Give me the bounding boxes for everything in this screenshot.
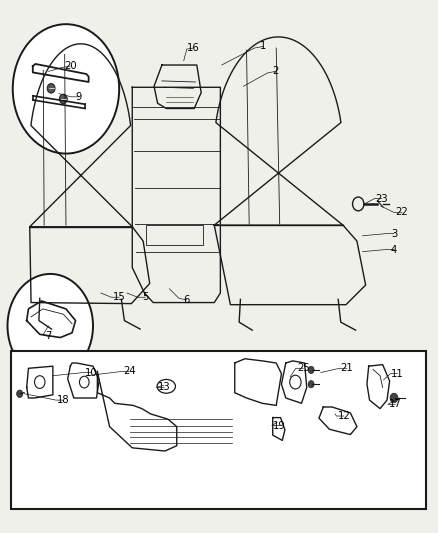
Text: 11: 11 (390, 369, 403, 378)
Text: 13: 13 (157, 382, 170, 392)
Text: 9: 9 (76, 92, 82, 102)
Text: 2: 2 (272, 67, 278, 76)
Circle shape (59, 94, 67, 104)
Text: 19: 19 (273, 421, 286, 431)
Circle shape (389, 393, 397, 403)
Text: 3: 3 (390, 229, 396, 239)
Text: 10: 10 (84, 368, 97, 377)
Text: 12: 12 (337, 411, 350, 421)
Text: 20: 20 (64, 61, 77, 71)
Text: 4: 4 (390, 245, 396, 255)
Text: 23: 23 (374, 193, 387, 204)
Circle shape (47, 84, 55, 93)
Bar (146, 225, 202, 245)
Text: 18: 18 (57, 395, 70, 405)
Circle shape (307, 366, 314, 374)
Text: 7: 7 (45, 332, 52, 342)
Circle shape (13, 24, 119, 154)
Circle shape (17, 390, 23, 398)
Text: 5: 5 (142, 292, 148, 302)
Text: 15: 15 (113, 292, 125, 302)
Text: 22: 22 (395, 207, 407, 217)
Text: 17: 17 (388, 399, 401, 409)
Circle shape (7, 274, 93, 378)
Text: 25: 25 (296, 364, 309, 373)
Text: 24: 24 (123, 367, 135, 376)
Text: 6: 6 (183, 295, 190, 305)
Bar (11, 351, 425, 510)
Text: 21: 21 (340, 364, 353, 373)
Circle shape (307, 381, 314, 388)
Text: 1: 1 (259, 42, 266, 52)
Text: 16: 16 (187, 43, 199, 53)
